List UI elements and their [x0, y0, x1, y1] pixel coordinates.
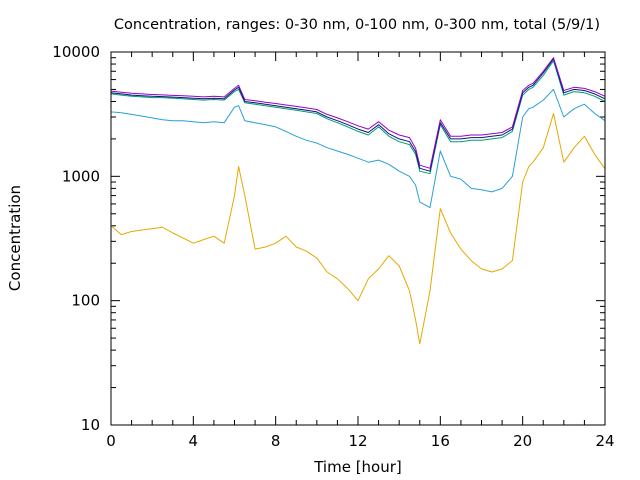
x-tick-label: 0 [106, 432, 116, 450]
plot-border [110, 51, 606, 426]
x-tick-label: 12 [348, 432, 367, 450]
series-line-1 [110, 113, 606, 345]
series-line-3 [110, 60, 606, 175]
axis-ticks: 0 4 8 12 16 20 24 10 100 1000 10000 [52, 43, 614, 450]
y-tick-label: 100 [71, 292, 100, 310]
y-tick-label: 1000 [62, 167, 100, 185]
x-tick-label: 8 [271, 432, 281, 450]
x-tick-label: 20 [513, 432, 532, 450]
chart-title: Concentration, ranges: 0-30 nm, 0-100 nm… [114, 17, 600, 33]
x-tick-label: 24 [595, 432, 614, 450]
x-axis-title: Time [hour] [313, 458, 402, 476]
y-tick-label: 10000 [52, 43, 100, 61]
x-tick-label: 16 [431, 432, 450, 450]
x-tick-label: 4 [189, 432, 199, 450]
series-line-2 [110, 88, 606, 209]
y-tick-label: 10 [81, 416, 100, 434]
series-line-4 [110, 58, 606, 172]
data-series [110, 57, 606, 345]
series-line-5 [110, 57, 606, 169]
y-axis-title: Concentration [6, 185, 24, 291]
